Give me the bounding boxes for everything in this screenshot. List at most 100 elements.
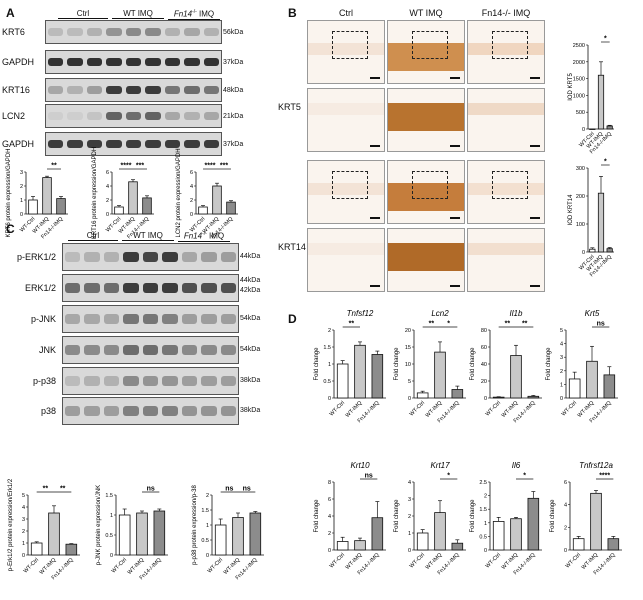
y-tick-label: 4	[560, 342, 563, 348]
y-tick-label: 20	[481, 379, 487, 385]
blot-band	[84, 405, 100, 417]
blot-band	[201, 375, 217, 387]
x-tick-label: Fn14-/-IMQ	[437, 400, 462, 425]
blot-band	[48, 111, 64, 121]
y-tick-label: 60	[481, 345, 487, 351]
significance-label: *	[523, 473, 526, 480]
y-tick-label: 2	[190, 198, 193, 204]
blot-band	[125, 139, 142, 149]
bar	[354, 344, 366, 399]
y-tick-label: 3	[560, 355, 563, 361]
zoom-region-box	[492, 31, 528, 59]
chart-title: Lcn2	[431, 309, 449, 318]
bar	[492, 521, 505, 551]
significance-label: **	[43, 486, 49, 493]
y-axis-label: Fold change	[314, 347, 320, 381]
blot-band	[123, 313, 139, 325]
blot-panel-a: Ctrl WT IMQ Fn14-/- IMQ KRT6 56kDa GAPDH…	[0, 0, 280, 160]
y-tick-label: 0	[110, 553, 113, 559]
blot-band	[142, 251, 159, 263]
blot-band	[203, 57, 219, 67]
blot-band	[220, 251, 236, 263]
x-tick-label: WT-Ctrl	[561, 400, 578, 417]
x-tick-label: WT-IMQ	[501, 552, 520, 571]
x-tick-label: Fn14-/-IMQ	[513, 552, 538, 577]
scale-bar	[370, 145, 380, 147]
x-tick-label: WT-Ctrl	[111, 557, 128, 574]
x-tick-label: Fn14-/-IMQ	[437, 552, 462, 577]
bar	[226, 201, 236, 215]
blot-band	[103, 405, 120, 417]
x-tick-label: WT-Ctrl	[565, 552, 582, 569]
bar	[336, 541, 349, 551]
bar	[451, 389, 464, 399]
x-tick-label: WT-Ctrl	[329, 552, 346, 569]
scale-bar	[450, 285, 460, 287]
ihc-epidermis	[388, 243, 464, 271]
blot-band	[184, 111, 200, 121]
y-tick-label: 4	[328, 514, 331, 520]
significance-label: **	[60, 486, 66, 493]
group-header-ctrl-c: Ctrl	[68, 231, 118, 241]
significance-label: ***	[220, 163, 228, 170]
blot-band	[201, 313, 217, 325]
y-tick-label: 0	[328, 548, 331, 554]
y-tick-label: 0	[190, 212, 193, 218]
blot-band	[123, 344, 139, 356]
blot-label-krt6: KRT6	[2, 27, 25, 37]
blot-band	[86, 139, 103, 149]
y-tick-label: 5	[408, 379, 411, 385]
blot-band	[67, 139, 83, 149]
x-tick-label: WT-Ctrl	[409, 552, 426, 569]
y-tick-label: 40	[481, 362, 487, 368]
bar	[590, 492, 602, 551]
y-axis-label: p-p38 protein expression/p-38	[192, 484, 198, 564]
bar	[572, 538, 585, 551]
kda-pp38: 38kDa	[240, 377, 261, 384]
y-tick-label: 1.5	[479, 507, 487, 513]
ihc-image	[307, 20, 385, 84]
ihc-epidermis	[468, 243, 544, 255]
blot-label-pp38: p-p38	[32, 376, 56, 386]
bar	[114, 206, 124, 215]
significance-label: ns	[225, 486, 233, 493]
zoom-region-box	[332, 171, 368, 199]
panel-label-c: C	[6, 222, 15, 236]
ihc-epidermis	[308, 43, 384, 55]
y-tick-label: 4	[564, 503, 567, 509]
blot-label-perk: p-ERK1/2	[16, 252, 56, 262]
blot-band	[65, 344, 81, 356]
chart-title: Il6	[512, 461, 521, 470]
bar	[354, 540, 366, 551]
blot-label-gapdh-1: GAPDH	[2, 57, 35, 67]
chart-title: Il1b	[510, 309, 523, 318]
blot-label-krt16: KRT16	[2, 85, 30, 95]
y-tick-label: 6	[190, 170, 193, 176]
group-header-fn14: Fn14-/- IMQ	[168, 9, 220, 20]
blot-p38	[62, 397, 239, 425]
bar	[568, 378, 581, 399]
bar	[371, 354, 384, 399]
blot-erk	[62, 274, 239, 302]
blot-label-p38: p38	[40, 406, 56, 416]
x-tick-label: WT-IMQ	[223, 557, 242, 576]
blot-band	[181, 282, 198, 294]
y-tick-label: 2	[564, 525, 567, 531]
blot-band	[184, 27, 200, 37]
scale-bar	[450, 145, 460, 147]
blot-band	[164, 85, 181, 95]
blot-band	[103, 375, 120, 387]
blot-band	[123, 405, 139, 417]
bar	[48, 512, 60, 556]
y-tick-label: 8	[328, 480, 331, 486]
blot-band	[65, 282, 81, 294]
y-tick-label: 1	[328, 362, 331, 368]
y-tick-label: 2	[106, 198, 109, 204]
blot-band	[103, 282, 120, 294]
y-tick-label: 6	[328, 497, 331, 503]
bar	[128, 181, 138, 215]
ihc-epidermis	[388, 183, 464, 211]
bar	[118, 514, 131, 556]
blot-band	[86, 111, 103, 121]
y-tick-label: 1	[484, 521, 487, 527]
